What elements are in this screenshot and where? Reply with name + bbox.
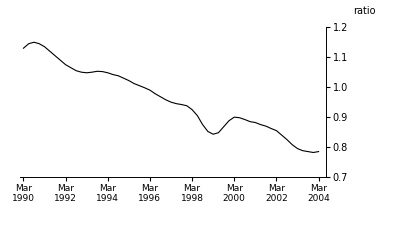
Text: ratio: ratio xyxy=(353,6,376,16)
